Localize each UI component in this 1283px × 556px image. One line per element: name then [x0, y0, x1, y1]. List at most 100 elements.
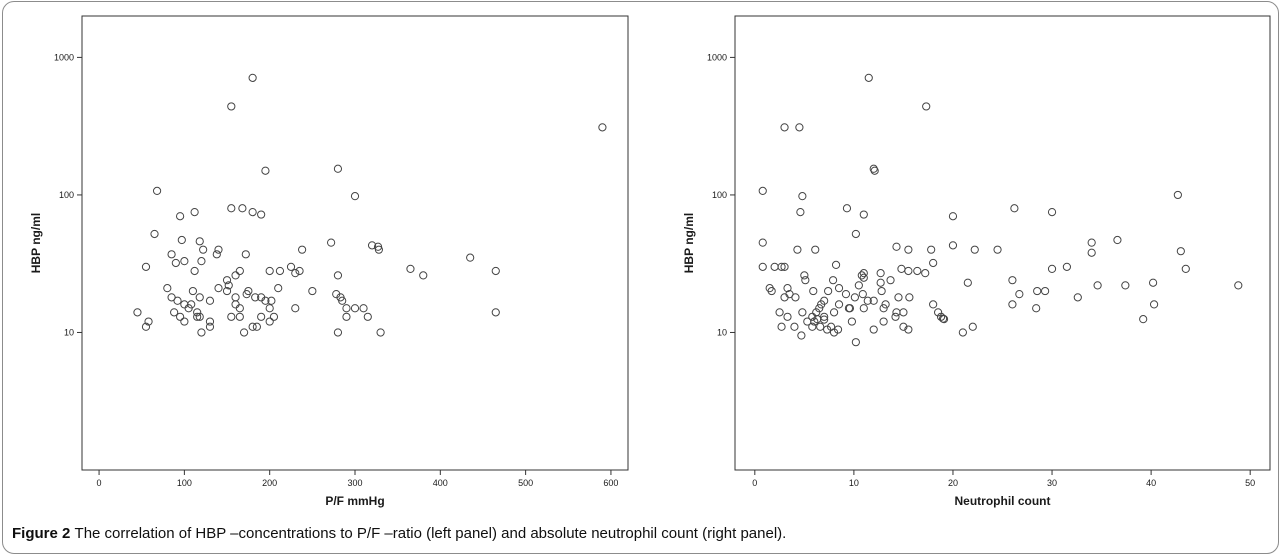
data-point — [239, 328, 249, 337]
y-tick-label: 1000 — [707, 52, 727, 62]
data-point — [897, 264, 906, 273]
data-point — [777, 262, 786, 271]
x-tick-label: 40 — [1146, 478, 1156, 488]
data-point — [197, 328, 206, 337]
x-tick-label: 100 — [177, 478, 192, 488]
data-point — [238, 204, 247, 213]
y-tick-label: 1000 — [54, 52, 74, 62]
data-point — [851, 338, 860, 347]
chart-panel-left: 0 100 200 300 400 500 600 10 100 1000 P/F mmHg HBP … — [29, 15, 629, 508]
data-point — [1087, 238, 1096, 247]
data-point — [948, 212, 958, 221]
data-point — [803, 317, 812, 326]
data-point — [834, 300, 844, 309]
data-point — [367, 241, 377, 250]
data-point — [295, 266, 304, 276]
x-tick-label: 10 — [849, 478, 859, 488]
data-point — [993, 245, 1002, 254]
data-point — [214, 245, 223, 254]
data-point — [877, 286, 886, 296]
data-point — [257, 312, 266, 321]
data-point — [859, 269, 868, 278]
data-point — [927, 245, 936, 254]
data-point — [809, 286, 818, 296]
data-point — [275, 266, 285, 276]
x-tick-label: 20 — [948, 478, 958, 488]
data-point — [929, 258, 938, 268]
data-point — [859, 304, 868, 313]
data-point — [783, 312, 792, 321]
data-point — [199, 245, 208, 254]
data-point — [1033, 286, 1042, 296]
data-point — [904, 245, 913, 254]
data-point — [291, 304, 300, 313]
data-point — [205, 317, 215, 326]
data-point — [820, 296, 829, 305]
data-point — [163, 284, 172, 293]
data-point — [939, 315, 949, 324]
data-point — [227, 312, 236, 321]
data-point — [1047, 264, 1057, 273]
data-point — [248, 322, 257, 331]
data-point — [180, 257, 189, 266]
data-point — [798, 192, 807, 201]
data-point — [1087, 248, 1096, 257]
data-point — [1173, 190, 1182, 200]
data-point — [231, 300, 240, 309]
data-point — [257, 210, 266, 219]
x-tick-label: 300 — [347, 478, 362, 488]
data-point — [231, 293, 240, 302]
data-point — [406, 264, 415, 273]
data-point — [1113, 235, 1122, 245]
data-point — [758, 262, 767, 271]
data-point — [241, 250, 250, 259]
data-point — [963, 278, 972, 287]
data-point — [785, 290, 794, 299]
data-point — [850, 293, 859, 302]
data-point — [808, 322, 817, 331]
data-point — [419, 271, 428, 280]
data-point — [783, 284, 792, 293]
data-point — [244, 286, 253, 296]
data-point — [235, 266, 244, 276]
data-point — [150, 229, 159, 239]
data-point — [193, 308, 202, 317]
data-point — [869, 325, 878, 334]
data-point — [333, 164, 343, 173]
data-point — [350, 304, 360, 313]
data-point — [905, 293, 914, 302]
y-axis-title: HBP ng/ml — [682, 213, 696, 273]
x-tick-label: 400 — [433, 478, 448, 488]
y-tick-label: 100 — [59, 190, 74, 200]
data-point — [248, 73, 257, 82]
x-axis-title: P/F mmHg — [325, 494, 384, 508]
data-point — [968, 322, 977, 331]
data-point — [892, 242, 901, 251]
data-point — [376, 328, 385, 337]
data-point — [758, 186, 767, 195]
data-point — [197, 257, 206, 266]
data-point — [176, 212, 185, 221]
data-point — [859, 210, 868, 219]
data-point — [1010, 204, 1019, 213]
data-point — [948, 241, 958, 250]
data-point — [177, 235, 186, 245]
data-point — [491, 266, 500, 276]
x-tick-label: 0 — [97, 478, 102, 488]
data-point — [214, 284, 223, 293]
data-point — [1149, 300, 1159, 309]
data-point — [173, 296, 182, 305]
data-point — [851, 229, 860, 239]
data-point — [790, 322, 799, 331]
data-point — [879, 304, 888, 313]
data-point — [195, 237, 204, 246]
data-point — [859, 273, 868, 282]
data-point — [847, 317, 857, 326]
data-point — [359, 304, 368, 313]
figure-caption: Figure 2 The correlation of HBP –concent… — [12, 525, 786, 542]
data-point — [261, 296, 270, 305]
data-point — [338, 296, 347, 305]
data-point — [235, 304, 244, 313]
data-point — [167, 293, 176, 302]
